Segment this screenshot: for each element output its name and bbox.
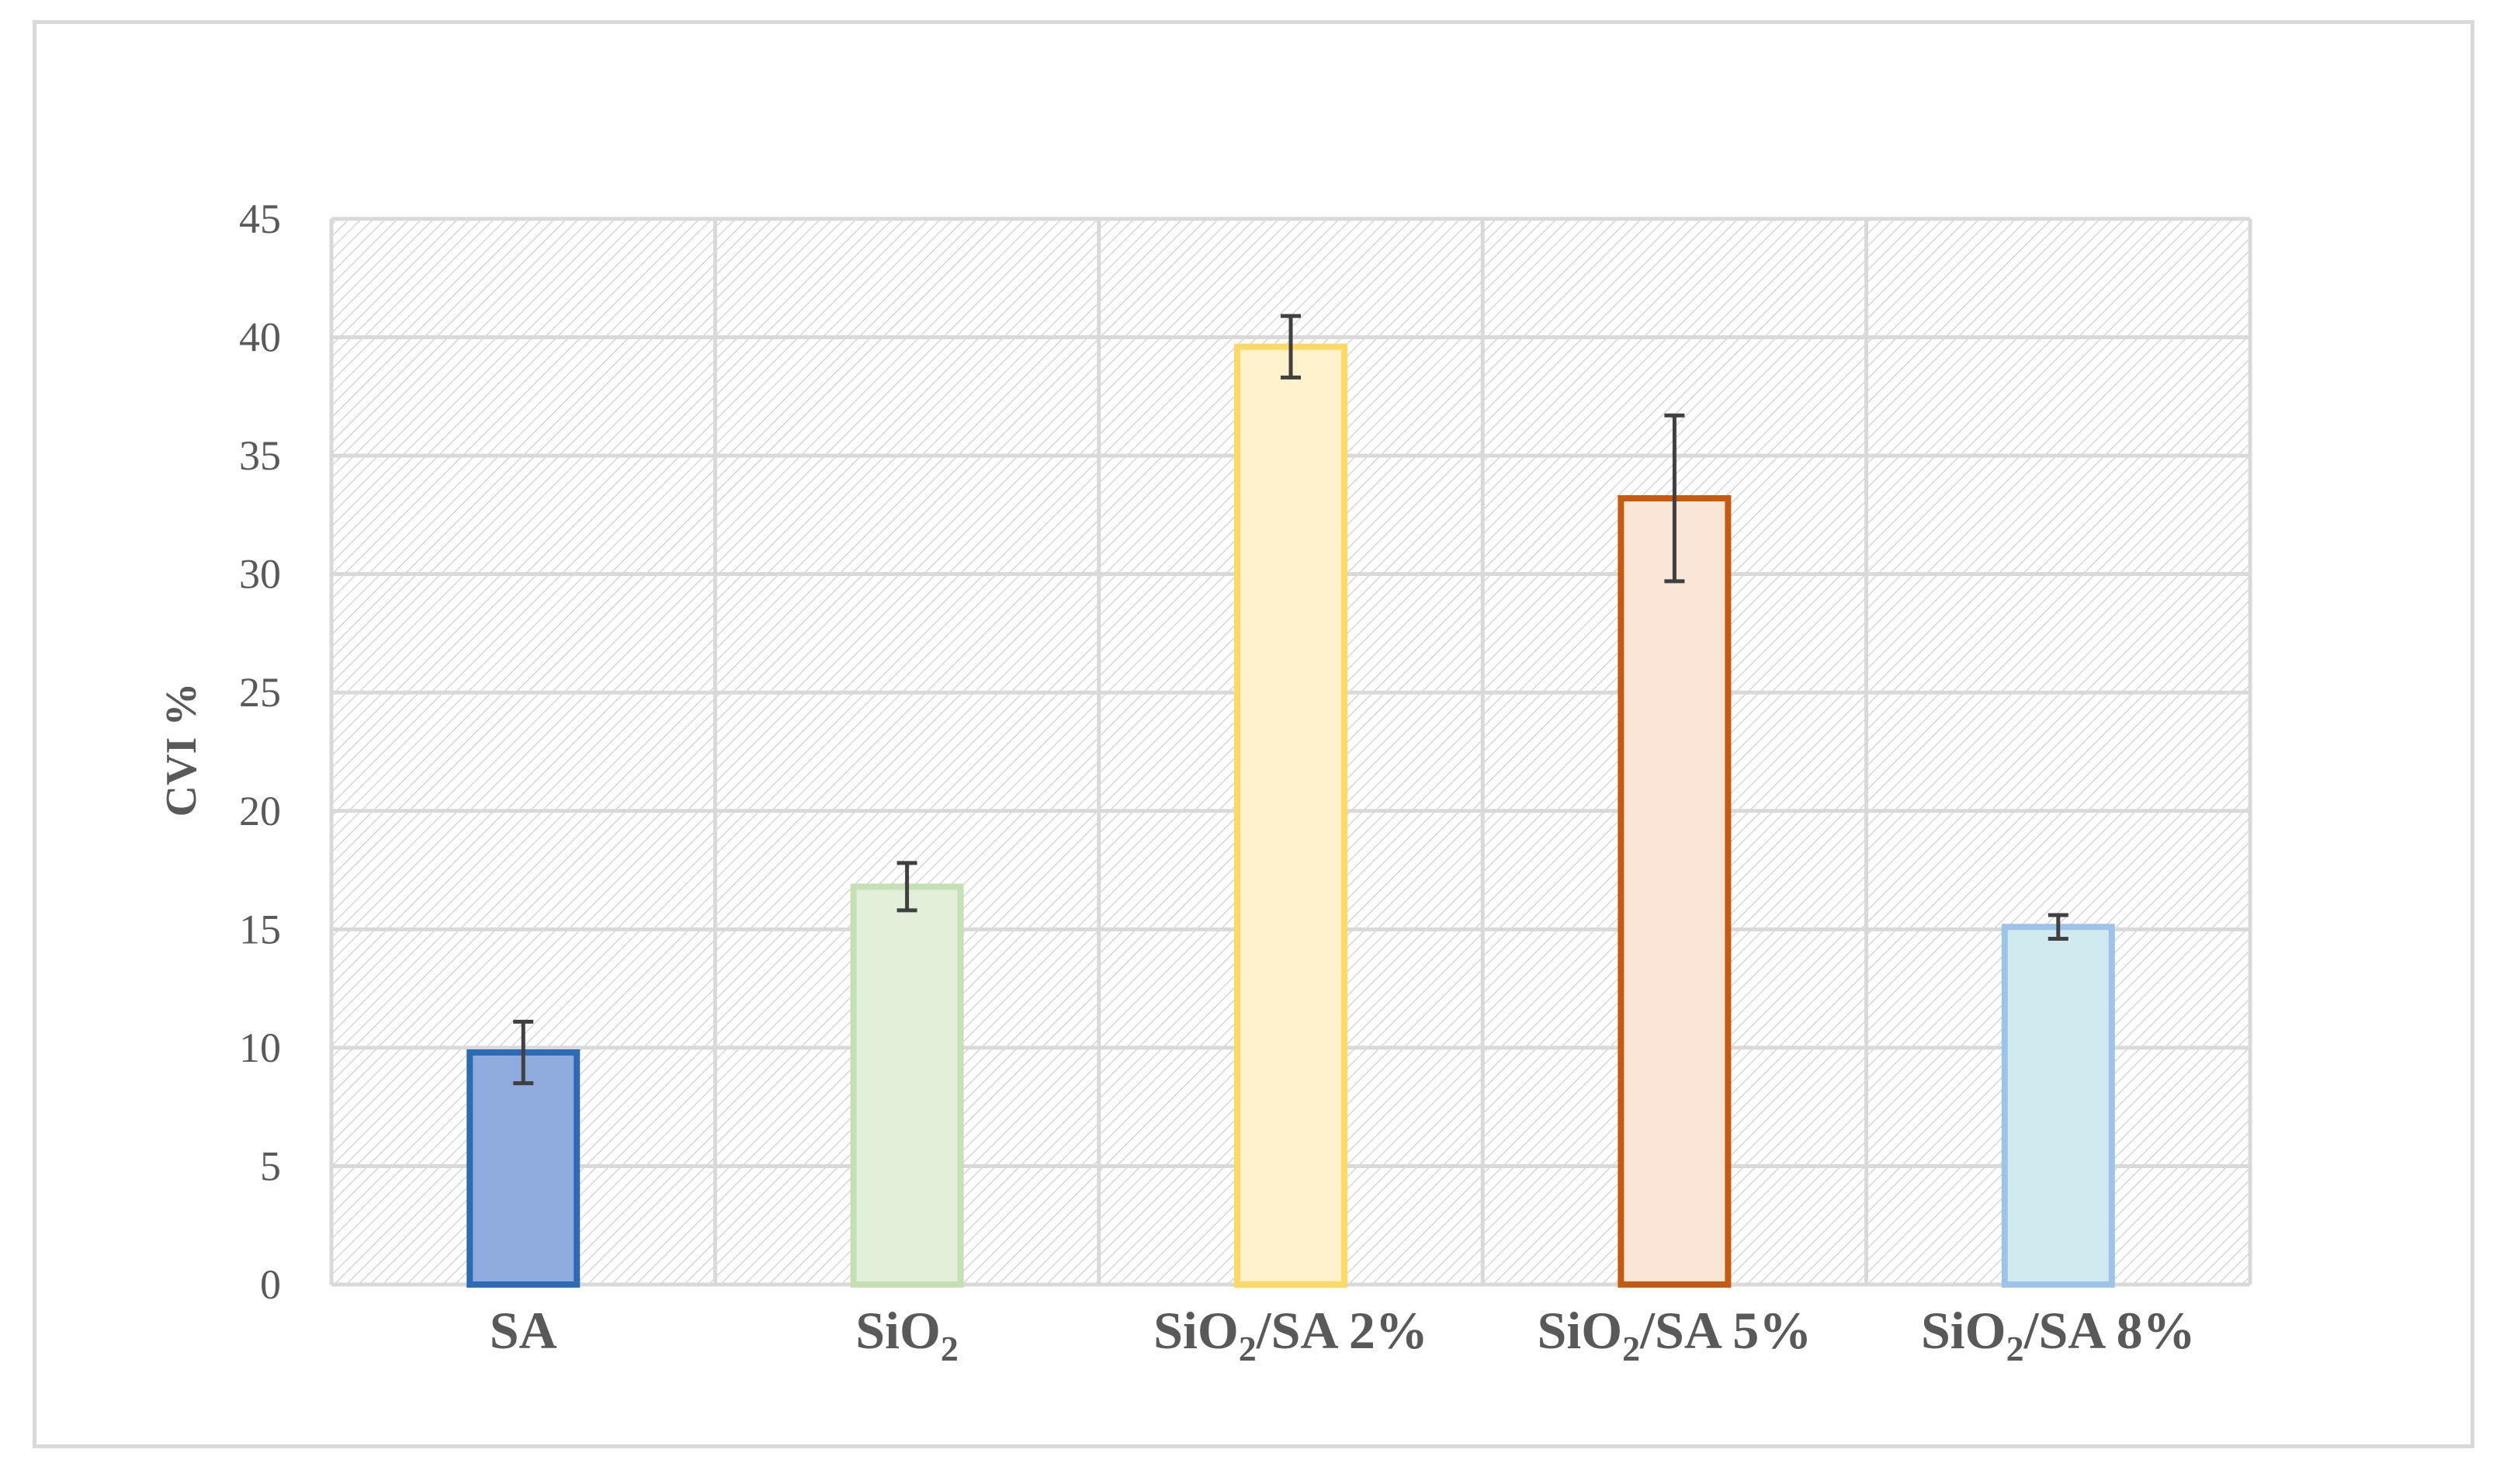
y-tick-label-4: 20 xyxy=(239,788,281,834)
y-tick-label-1: 5 xyxy=(260,1142,281,1189)
x-tick-label-3: SiO2/SA 5% xyxy=(1538,1301,1812,1368)
error-bars xyxy=(513,314,2068,1086)
bar-0 xyxy=(466,1049,581,1288)
y-tick-label-3: 15 xyxy=(239,906,281,952)
bar-1 xyxy=(850,883,964,1288)
error-bar-1 xyxy=(896,861,917,913)
error-bar-4 xyxy=(2048,913,2068,941)
error-bar-2 xyxy=(1281,314,1301,380)
bar-2 xyxy=(1234,343,1347,1288)
bars xyxy=(466,343,2115,1288)
x-tick-label-4: SiO2/SA 8% xyxy=(1921,1301,2196,1368)
y-axis-title: CVI % xyxy=(158,683,206,817)
y-tick-label-7: 35 xyxy=(239,432,281,479)
y-tick-label-6: 30 xyxy=(239,551,281,598)
y-tick-label-8: 40 xyxy=(239,314,281,361)
y-tick-label-9: 45 xyxy=(239,196,281,242)
y-tick-label-2: 10 xyxy=(239,1025,281,1071)
y-tick-label-5: 25 xyxy=(239,669,281,716)
x-tick-label-2: SiO2/SA 2% xyxy=(1153,1301,1428,1368)
x-tick-labels: SA SiO2 SiO2/SA 2% SiO2/SA 5% SiO2/SA 8% xyxy=(490,1301,2196,1368)
y-tick-labels: 0 5 10 15 20 25 30 35 40 45 xyxy=(239,196,281,1308)
bar-4 xyxy=(2001,924,2115,1288)
y-tick-label-0: 0 xyxy=(260,1261,281,1308)
x-tick-label-0: SA xyxy=(490,1301,557,1360)
error-bar-0 xyxy=(513,1019,534,1086)
x-tick-label-1: SiO2 xyxy=(855,1301,959,1368)
bar-3 xyxy=(1618,495,1732,1288)
error-bar-3 xyxy=(1664,413,1685,584)
